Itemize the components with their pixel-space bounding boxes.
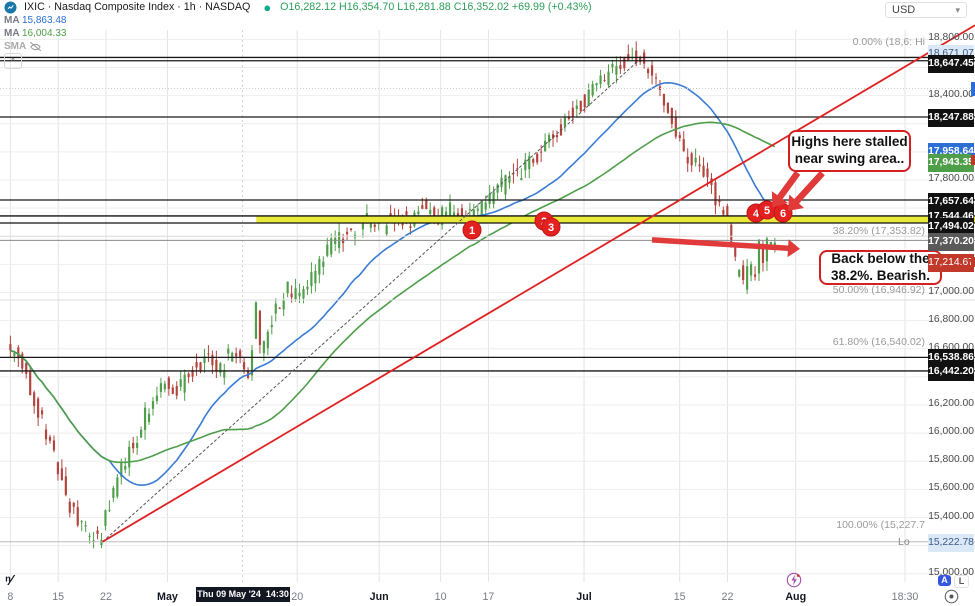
svg-text:1: 1	[469, 225, 475, 237]
svg-text:5: 5	[764, 205, 770, 217]
svg-text:6: 6	[780, 208, 786, 220]
svg-text:3: 3	[548, 222, 554, 234]
